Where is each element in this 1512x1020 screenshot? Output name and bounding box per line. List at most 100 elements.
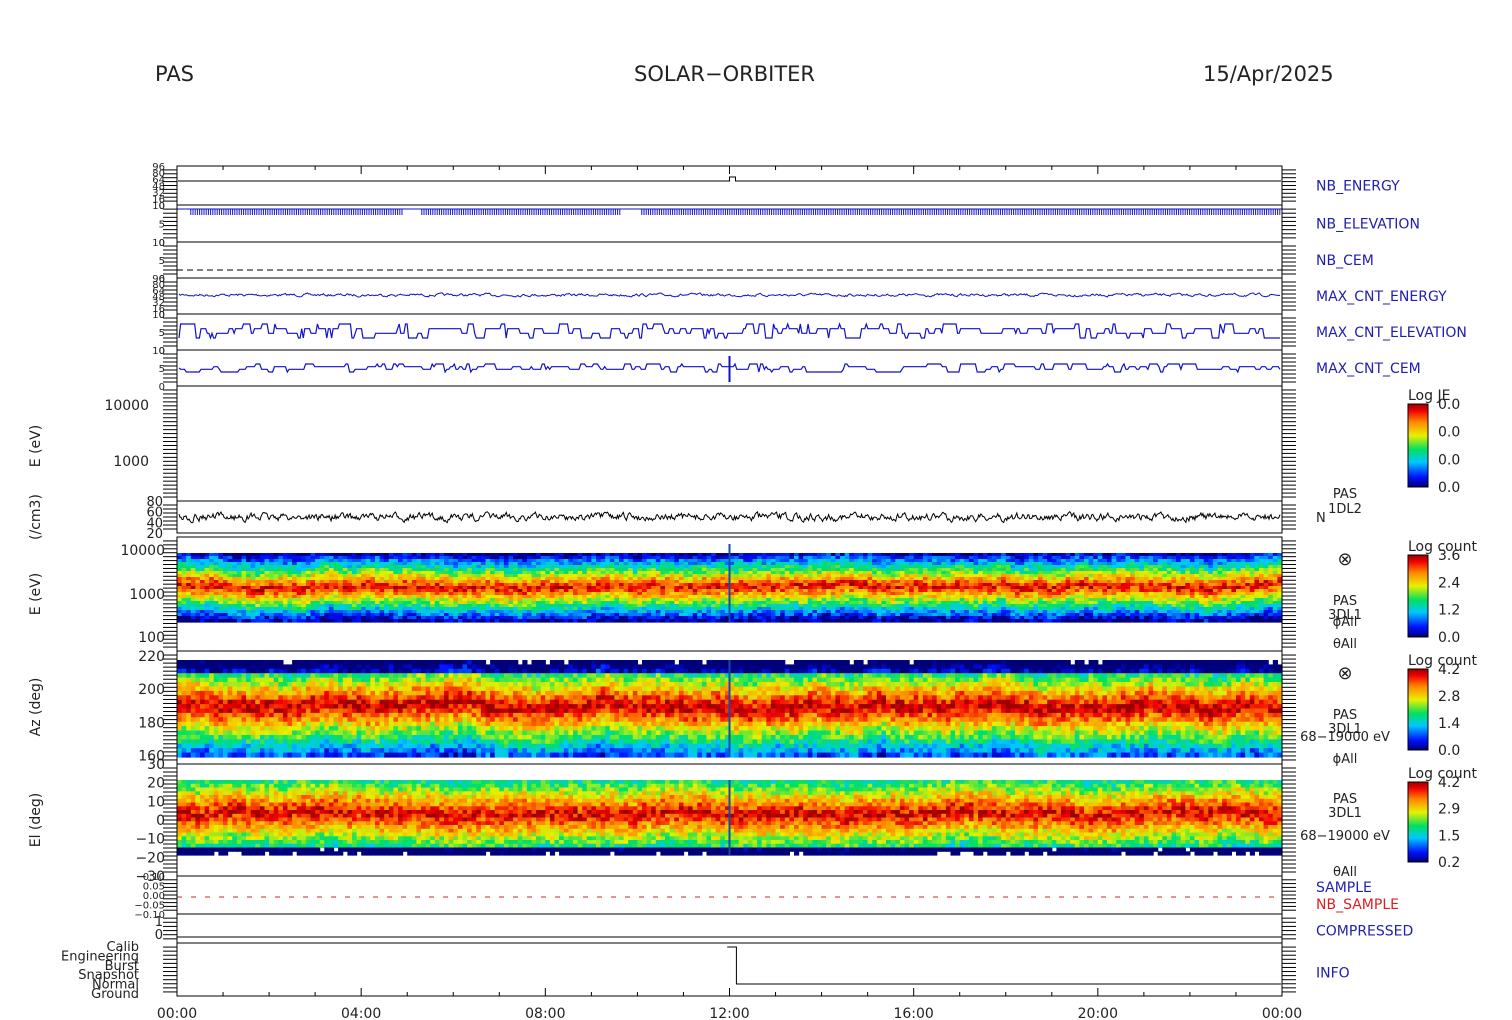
panel-side-label: 68−19000 eV (1300, 730, 1390, 745)
header-mission: SOLAR−ORBITER (634, 62, 816, 86)
y-axis-label: (/cm3) (28, 494, 44, 540)
y-tick-label: 32 (152, 188, 165, 199)
y-tick-label: Calib (106, 940, 139, 955)
y-tick-label: −20 (135, 850, 165, 866)
y-tick-label: 1000 (129, 587, 165, 603)
panel-side-label: PAS (1333, 792, 1357, 807)
panel-side-label: θAll (1333, 637, 1357, 652)
max-cnt-elevation-line (178, 322, 1280, 340)
y-tick-label: 16 (152, 195, 165, 206)
panel-frame (176, 913, 1283, 944)
colorbar-title: Log count (1408, 766, 1477, 782)
y-tick-label: 0 (159, 310, 165, 321)
colorbar-tick: 2.9 (1438, 802, 1460, 818)
colorbar-tick: 2.4 (1438, 575, 1460, 591)
look-direction-symbol: ⊗ (1337, 663, 1352, 684)
max-cnt-energy-line (178, 292, 1281, 298)
info-step-line (727, 946, 1281, 985)
y-tick-label: 20 (146, 527, 163, 542)
panel-frame (176, 875, 1283, 915)
y-tick-label: 10 (152, 346, 165, 357)
y-tick-label: 80 (152, 280, 165, 291)
y-axis-label: E (eV) (28, 573, 44, 615)
y-axis-label: Az (deg) (28, 678, 44, 737)
colorbar-tick: 4.2 (1438, 775, 1460, 791)
panel-side-label: 3DL1 (1328, 806, 1362, 821)
colorbar-tick: 1.5 (1438, 828, 1460, 844)
y-tick-label: −10 (135, 832, 165, 848)
y-tick-label: 5 (159, 220, 165, 231)
y-tick-label: 5 (159, 328, 165, 339)
y-tick-label: 30 (147, 757, 165, 773)
x-tick-label: 20:00 (1078, 1006, 1118, 1020)
density-line (178, 510, 1281, 524)
y-tick-label: 10000 (120, 543, 165, 559)
panel-side-label: ϕAll (1333, 615, 1358, 630)
y-tick-label: 160 (138, 749, 165, 765)
azimuth-spectrogram (177, 660, 1283, 758)
y-tick-label: 10 (152, 238, 165, 249)
y-tick-label: 96 (152, 274, 165, 285)
y-tick-label: 180 (138, 715, 165, 731)
y-tick-label: 220 (138, 649, 165, 665)
panel-side-label: PAS (1333, 594, 1357, 609)
x-tick-label: 08:00 (525, 1006, 565, 1020)
x-tick-label: 00:00 (157, 1006, 197, 1020)
panel-right-label: NB_ENERGY (1316, 179, 1400, 195)
y-tick-label: 5 (159, 364, 165, 375)
y-tick-label: 60 (146, 506, 163, 521)
y-tick-label: 80 (152, 169, 165, 180)
panel-right-label: NB_CEM (1316, 253, 1374, 269)
y-tick-label: −0.05 (134, 901, 165, 912)
y-tick-label: 0 (159, 274, 165, 285)
header-date: 15/Apr/2025 (1203, 62, 1334, 86)
y-tick-label: Snapshot (78, 968, 139, 983)
colorbar-tick: 0.0 (1438, 480, 1460, 496)
y-tick-label: 0 (155, 928, 163, 943)
y-tick-label: 200 (138, 682, 165, 698)
panel-right-label: MAX_CNT_CEM (1316, 361, 1421, 377)
panel-side-label: 68−19000 eV (1300, 829, 1390, 844)
header-instrument: PAS (155, 62, 195, 86)
y-tick-label: Ground (91, 987, 139, 1002)
y-tick-label: 0.00 (143, 891, 165, 902)
y-tick-label: 40 (146, 516, 163, 531)
panel-right-label: NB_SAMPLE (1316, 897, 1399, 913)
y-axis-label: E (eV) (28, 425, 44, 467)
y-tick-label: 16 (152, 304, 165, 315)
y-tick-label: 1 (155, 915, 163, 930)
panel-right-label: MAX_CNT_ENERGY (1316, 289, 1447, 305)
y-tick-label: Engineering (61, 949, 139, 964)
noon-artifact (728, 660, 731, 757)
y-tick-label: 10 (152, 201, 165, 212)
nb-energy-line (178, 176, 1281, 182)
colorbar-tick: 0.0 (1438, 630, 1460, 646)
nb-elevation-series (177, 208, 1282, 215)
y-tick-label: 96 (152, 162, 165, 173)
y-tick-label: 0.10 (143, 872, 165, 883)
y-tick-label: 0 (159, 201, 165, 212)
colorbar-log-je (1407, 403, 1429, 488)
y-tick-label: 48 (152, 182, 165, 193)
y-tick-label: 10000 (104, 398, 149, 414)
panel-side-label: PAS (1333, 708, 1357, 723)
panel-side-label: ϕAll (1333, 752, 1358, 767)
colorbar-tick: 2.8 (1438, 689, 1460, 705)
colorbar-tick: 0.0 (1438, 452, 1460, 468)
elevation-spectrogram (177, 780, 1283, 856)
energy-spectrogram (177, 544, 1283, 623)
panel-frame (176, 385, 1283, 502)
y-tick-label: 0 (156, 813, 165, 829)
y-tick-label: 0 (159, 346, 165, 357)
x-tick-label: 00:00 (1262, 1006, 1302, 1020)
colorbar-tick: 0.2 (1438, 855, 1460, 871)
x-tick-label: 12:00 (709, 1006, 749, 1020)
colorbar-tick: 0.0 (1438, 743, 1460, 759)
colorbar-tick: 3.6 (1438, 548, 1460, 564)
look-direction-symbol: ⊗ (1337, 549, 1352, 570)
colorbar-log-count-el (1407, 781, 1429, 863)
panel-frame (176, 241, 1283, 279)
colorbar-tick: 1.2 (1438, 603, 1460, 619)
y-tick-label: 20 (147, 776, 165, 792)
